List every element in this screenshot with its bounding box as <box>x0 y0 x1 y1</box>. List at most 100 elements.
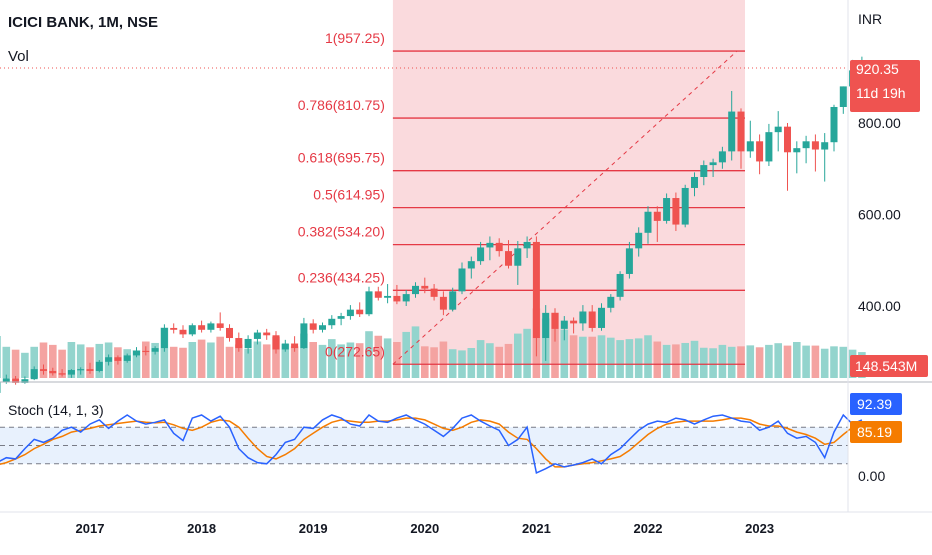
candle-body <box>58 373 66 375</box>
volume-bar <box>67 342 76 378</box>
volume-bar <box>597 335 606 378</box>
candle-body <box>579 311 587 324</box>
volume-bar <box>607 337 615 378</box>
candle-body <box>505 251 512 266</box>
volume-bar <box>681 342 689 378</box>
volume-bar <box>755 347 764 378</box>
candle-body <box>430 288 438 297</box>
stoch-d-badge <box>850 421 902 443</box>
volume-bar <box>486 343 494 378</box>
candle-body <box>523 241 531 249</box>
volume-bar <box>346 342 355 378</box>
volume-bar <box>355 343 364 378</box>
candle-body <box>412 285 419 295</box>
volume-bar <box>411 326 420 378</box>
volume-bar <box>839 346 848 378</box>
candle-body <box>142 350 150 353</box>
candle-body <box>86 369 94 371</box>
fib-level-label: 1(957.25) <box>325 30 385 46</box>
candle-body <box>439 296 447 310</box>
candle-body <box>728 111 736 152</box>
volume-bar <box>644 335 652 378</box>
candle-body <box>235 338 243 349</box>
volume-bar <box>690 340 699 378</box>
candle-body <box>365 291 373 315</box>
candle-body <box>746 141 754 152</box>
candle-body <box>384 295 392 298</box>
volume-bar <box>235 344 243 378</box>
volume-bar <box>151 342 159 378</box>
volume-bar <box>504 343 513 378</box>
candle-body <box>263 332 271 336</box>
volume-bar <box>290 346 299 378</box>
candle-body <box>40 369 47 371</box>
volume-bar <box>169 346 178 378</box>
candle-body <box>105 357 113 362</box>
candle-body <box>458 268 466 292</box>
volume-bar <box>393 342 401 378</box>
candle-body <box>635 232 643 249</box>
candle-body <box>133 350 140 356</box>
volume-bar <box>21 352 29 378</box>
volume-bar <box>374 335 383 378</box>
volume-bar <box>383 338 392 378</box>
candle-body <box>151 348 159 352</box>
price-tick-label: 800.00 <box>858 115 901 131</box>
volume-bar <box>774 343 782 378</box>
candle-body <box>663 198 671 221</box>
candle-body <box>402 294 410 302</box>
volume-bar <box>328 339 336 378</box>
volume-bar <box>132 350 141 378</box>
candle-body <box>170 327 178 330</box>
volume-bar <box>653 341 662 378</box>
candle-body <box>346 309 354 317</box>
candle-body <box>774 126 782 133</box>
currency-label: INR <box>858 11 882 27</box>
volume-bar <box>820 348 829 378</box>
stoch-label[interactable]: Stoch (14, 1, 3) <box>8 402 104 418</box>
volume-bar <box>281 343 290 378</box>
candle-body <box>309 323 317 330</box>
volume-bar <box>225 346 234 378</box>
candle-body <box>253 332 261 339</box>
volume-bar <box>662 344 671 378</box>
volume-bar <box>746 345 755 378</box>
fib-trend-line <box>392 50 738 365</box>
candle-body <box>551 312 559 329</box>
volume-label[interactable]: Vol <box>8 48 29 65</box>
symbol-title[interactable]: ICICI BANK, 1M, NSE <box>8 14 159 31</box>
candle-body <box>356 309 364 315</box>
candle-body <box>123 355 131 361</box>
volume-bar <box>709 348 717 378</box>
candle-body <box>718 151 726 163</box>
candle-body <box>328 318 336 326</box>
time-tick-label: 2020 <box>410 521 439 536</box>
volume-bar <box>672 344 680 378</box>
stoch-d-value: 85.19 <box>857 424 892 440</box>
candle-body <box>216 323 224 328</box>
volume-bar <box>718 344 727 378</box>
candle-body <box>337 316 345 319</box>
volume-bar <box>11 349 20 378</box>
candle-body <box>421 285 429 289</box>
volume-bar <box>811 345 820 378</box>
volume-bar <box>569 335 578 378</box>
volume-bar <box>49 344 57 378</box>
candle-body <box>477 247 485 262</box>
time-tick-label: 2018 <box>187 521 216 536</box>
candle-body <box>793 148 801 153</box>
candle-body <box>691 176 698 188</box>
volume-bar <box>448 349 457 378</box>
candle-body <box>598 307 605 328</box>
fibonacci-retracement[interactable]: 1(957.25) 0.786(810.75) 0.618(695.75) 0.5(6… <box>298 30 745 365</box>
volume-badge <box>850 355 928 377</box>
candle-body <box>0 381 1 393</box>
candle-body <box>839 86 847 107</box>
volume-bar <box>625 339 634 378</box>
candle-body <box>588 311 596 328</box>
volume-bar <box>300 333 308 378</box>
fib-level-label: 0.618(695.75) <box>298 150 385 166</box>
volume-bar <box>207 342 215 378</box>
